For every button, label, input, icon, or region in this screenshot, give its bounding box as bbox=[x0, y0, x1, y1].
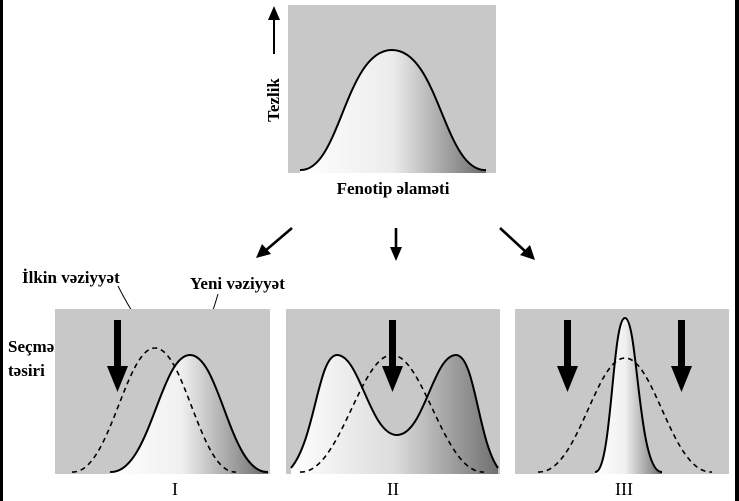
panel-1-initial-curve bbox=[71, 347, 237, 473]
panel-3-left-selection-arrow-icon bbox=[557, 320, 578, 392]
top-distribution-curve bbox=[299, 48, 487, 172]
panel-3-new-area bbox=[595, 318, 662, 474]
panel-3-initial-curve bbox=[537, 357, 713, 473]
panel-2-label: II bbox=[387, 479, 399, 499]
panel-3-new-curve bbox=[594, 316, 663, 474]
frame-right-border bbox=[735, 0, 739, 501]
panel-3-right-selection-arrow-icon bbox=[671, 320, 692, 392]
panel-2-selection-arrow-icon bbox=[382, 320, 403, 392]
new-state-label: Yeni vəziyyət bbox=[190, 274, 285, 293]
panel-stabilizing-selection: III bbox=[515, 309, 729, 499]
panel-disruptive-selection: II bbox=[286, 309, 500, 499]
panel-1-label: I bbox=[172, 479, 178, 499]
x-axis-label: Fenotip əlaməti bbox=[337, 179, 450, 198]
top-distribution-area bbox=[300, 50, 486, 173]
panel-2-new-area bbox=[291, 355, 498, 474]
arrow-to-panel-2-icon bbox=[390, 228, 402, 261]
selection-effect-label-line2: təsiri bbox=[8, 361, 45, 380]
y-axis-label: Tezlik bbox=[264, 78, 283, 122]
panel-2-new-curve bbox=[290, 353, 499, 469]
panel-directional-selection: I bbox=[55, 309, 270, 499]
initial-state-label: İlkin vəziyyət bbox=[22, 268, 120, 287]
panel-3-label: III bbox=[615, 479, 633, 499]
panel-1-new-curve bbox=[109, 353, 269, 474]
frame-left-border bbox=[0, 0, 3, 501]
panel-1-new-area bbox=[110, 355, 268, 474]
arrow-to-panel-3-icon bbox=[499, 227, 535, 260]
panel-1-selection-arrow-icon bbox=[107, 320, 128, 392]
frequency-arrow-icon bbox=[268, 6, 280, 54]
top-distribution-panel: Tezlik Fenotip əlaməti bbox=[264, 5, 496, 198]
arrow-to-panel-1-icon bbox=[256, 227, 293, 258]
